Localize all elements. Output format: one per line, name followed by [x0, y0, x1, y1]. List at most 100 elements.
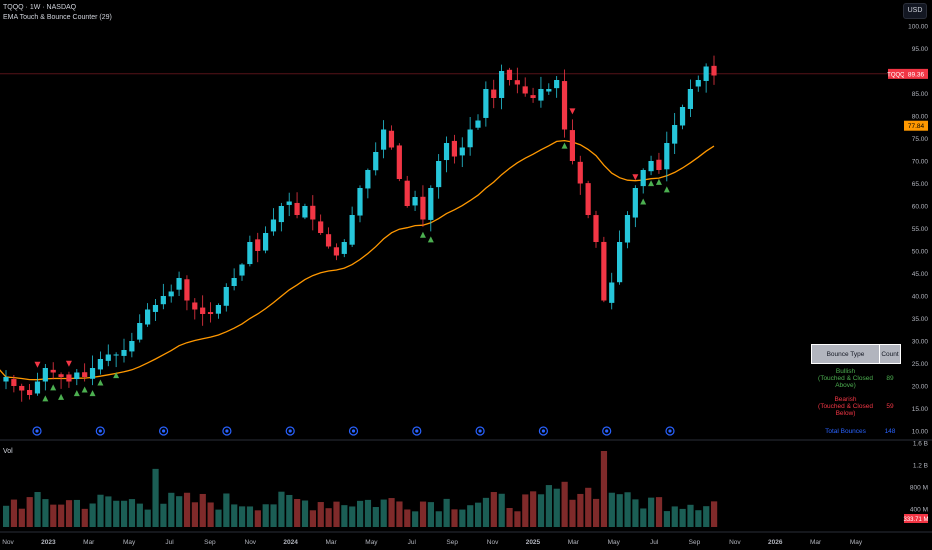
earnings-icon-dot — [35, 429, 39, 433]
symbol-badge-text: TQQQ — [887, 72, 905, 78]
volume-bar — [26, 497, 33, 527]
volume-bar — [333, 501, 340, 527]
candle-body — [66, 374, 72, 382]
volume-bar — [270, 504, 277, 527]
volume-bar — [467, 505, 474, 527]
earnings-icon — [412, 426, 422, 436]
candle-body — [640, 170, 646, 187]
candle-body — [302, 206, 308, 218]
bullish-bounce-marker — [42, 395, 49, 402]
volume-bar — [608, 492, 615, 527]
bearish-sublabel: (Touched & Closed Below) — [818, 402, 873, 417]
volume-bar — [711, 501, 718, 527]
volume-bar — [443, 498, 450, 527]
symbol-title[interactable]: TQQQ · 1W · NASDAQ — [3, 4, 77, 11]
bullish-bounce-marker — [81, 386, 88, 393]
candle-body — [491, 89, 497, 98]
candle-body — [420, 196, 426, 220]
volume-bar — [254, 510, 261, 527]
time-tick-label: Mar — [83, 539, 95, 546]
table-header-count: Count — [879, 344, 901, 364]
volume-bar — [663, 511, 670, 527]
candle-body — [333, 247, 339, 256]
candle-body — [42, 368, 48, 382]
bullish-bounce-marker — [655, 178, 662, 185]
time-tick-label: Mar — [325, 539, 337, 546]
time-tick-label: Nov — [2, 539, 14, 546]
candle-body — [200, 307, 206, 314]
volume-bar — [176, 496, 183, 527]
candle-body — [192, 302, 198, 310]
price-tick-label: 75.00 — [912, 136, 929, 143]
price-tick-label: 80.00 — [912, 114, 929, 121]
volume-bar — [105, 496, 112, 527]
bullish-bounce-marker — [648, 180, 655, 187]
candle-body — [105, 354, 111, 361]
volume-bar — [482, 497, 490, 527]
candle-body — [514, 80, 520, 85]
volume-bar — [640, 508, 647, 527]
candle-body — [436, 161, 442, 188]
volume-bar — [246, 506, 254, 527]
volume-bar — [262, 504, 269, 527]
volume-bar — [294, 498, 301, 527]
bullish-bounce-marker — [427, 236, 434, 243]
volume-bar — [703, 506, 710, 527]
volume-bar — [3, 505, 10, 527]
price-tick-label: 100.00 — [908, 24, 928, 31]
volume-bar — [506, 507, 513, 527]
total-label: Total Bounces — [825, 427, 866, 435]
time-tick-label: Nov — [245, 539, 257, 546]
currency-button[interactable]: USD — [903, 3, 927, 19]
candle-body — [648, 161, 654, 172]
volume-bar — [380, 499, 387, 527]
price-tick-label: 50.00 — [912, 249, 929, 256]
time-tick-label: May — [365, 539, 378, 546]
candle-body — [215, 305, 221, 314]
candle-body — [318, 221, 324, 233]
volume-label: Vol — [3, 448, 13, 455]
volume-bar — [671, 506, 678, 527]
candle-body — [121, 350, 127, 356]
earnings-icon-dot — [162, 429, 166, 433]
candle-body — [223, 287, 229, 306]
candle-body — [412, 197, 418, 206]
candle-body — [672, 125, 678, 144]
candle-body — [3, 377, 9, 382]
ema-value-badge — [904, 120, 928, 131]
candle-body — [278, 206, 284, 223]
candle-body — [601, 241, 607, 301]
candle-body — [129, 341, 135, 352]
time-tick-label: May — [608, 539, 621, 546]
price-tick-label: 45.00 — [912, 271, 929, 278]
time-tick-label: May — [123, 539, 136, 546]
volume-bar — [427, 502, 434, 527]
price-tick-label: 65.00 — [912, 181, 929, 188]
earnings-icon-dot — [668, 429, 672, 433]
earnings-icon — [95, 426, 105, 436]
volume-bar — [372, 507, 379, 527]
price-tick-label: 70.00 — [912, 159, 929, 166]
bullish-bounce-marker — [58, 393, 65, 400]
candle-body — [74, 372, 80, 380]
volume-bar — [632, 499, 639, 527]
bullish-bounce-marker — [419, 231, 426, 238]
volume-bar — [475, 502, 482, 527]
candle-body — [247, 242, 253, 265]
bearish-bounce-marker — [632, 174, 639, 181]
earnings-icon — [32, 426, 42, 436]
price-tick-label: 15.00 — [912, 406, 929, 413]
candle-body — [325, 234, 332, 247]
earnings-icon — [285, 426, 295, 436]
volume-bar — [459, 509, 466, 527]
indicator-title[interactable]: EMA Touch & Bounce Counter (29) — [3, 14, 112, 21]
volume-bar — [18, 508, 25, 527]
bullish-bounce-marker — [89, 390, 96, 397]
candle-body — [176, 278, 182, 290]
earnings-icon — [348, 426, 359, 436]
volume-bar — [10, 499, 18, 527]
time-tick-label: 2026 — [768, 539, 783, 546]
bounce-counter-table: Bounce Type Count Bullish (Touched & Clos… — [811, 344, 901, 442]
candle-body — [522, 86, 528, 94]
